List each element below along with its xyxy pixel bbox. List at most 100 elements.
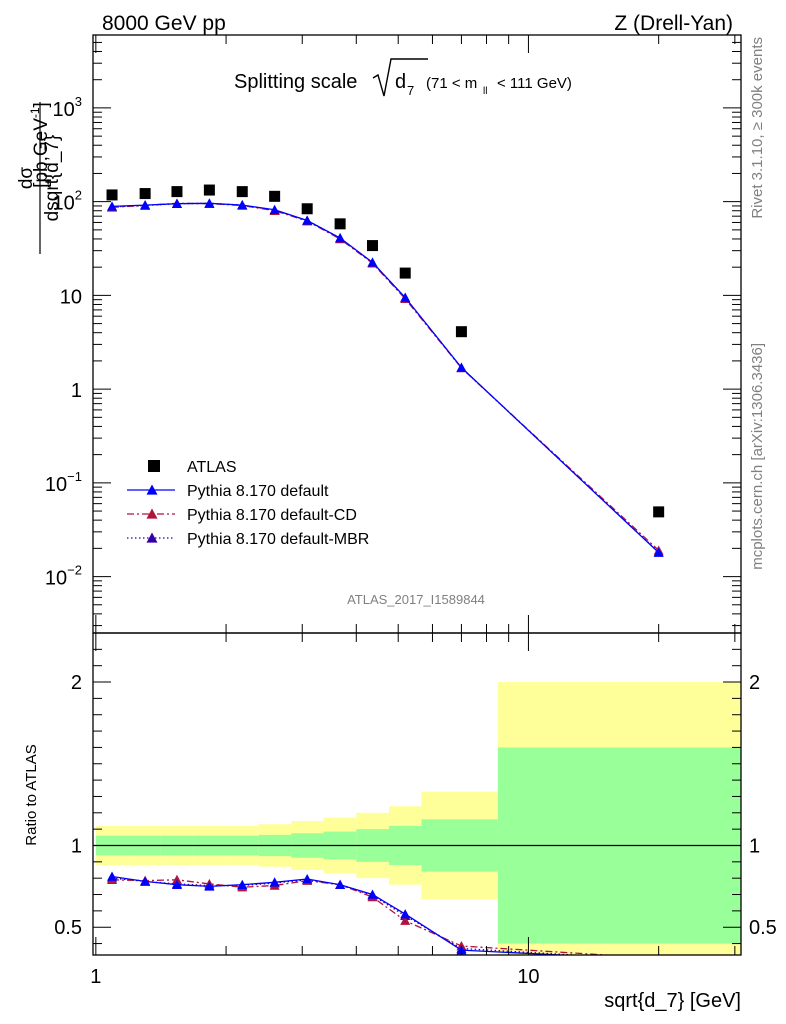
ratio-2-point-9 — [400, 915, 411, 925]
series-1-point-1 — [140, 200, 151, 210]
legend-marker-2 — [146, 508, 158, 519]
series-0-point-7 — [334, 218, 346, 230]
ratio-1-point-0 — [107, 871, 118, 881]
series-1-point-4 — [237, 200, 248, 210]
series-1-point-11 — [653, 547, 664, 557]
series-0-point-3 — [203, 184, 215, 196]
title-range-sub: ll — [483, 86, 487, 97]
main-y-tick-base-4: 10 — [53, 193, 75, 215]
title-range-end: < 111 GeV) — [497, 75, 572, 92]
ratio-line-1 — [111, 875, 574, 955]
main-y-tick-exp-4: 2 — [75, 188, 82, 203]
ratio-frame — [92, 632, 742, 956]
main-y-tick-label-3: 10 — [60, 286, 82, 308]
series-0-point-9 — [399, 267, 411, 279]
ratio-3-point-11 — [658, 954, 659, 955]
title-symbol: d — [395, 71, 406, 93]
plot-title: Splitting scale d 7 (71 < m ll < 111 GeV… — [234, 58, 572, 98]
legend-label-2: Pythia 8.170 default-CD — [187, 507, 357, 524]
ylabel-unit-sup: -1 — [28, 107, 42, 118]
ratio-1-point-1 — [140, 876, 151, 886]
ratio-y-tick-label-right-2: 2 — [749, 672, 760, 694]
ratio-y-tick-label-0: 0.5 — [54, 917, 82, 939]
series-1-point-5 — [269, 204, 280, 214]
series-1-point-9 — [400, 292, 411, 302]
ratio-y-label: Ratio to ATLAS — [23, 744, 40, 845]
title-symbol-sub: 7 — [407, 83, 414, 98]
ratio-1-point-6 — [302, 873, 313, 884]
series-1-point-10 — [456, 362, 467, 372]
analysis-id: ATLAS_2017_I1589844 — [347, 592, 485, 607]
main-y-tick-exp-0: −2 — [67, 563, 82, 578]
legend-label-3: Pythia 8.170 default-MBR — [187, 531, 369, 548]
ratio-panel: 0.5 0.5 1 1 2 2 1 10 — [54, 632, 777, 988]
header-right: Z (Drell-Yan) — [614, 12, 733, 35]
series-0-point-5 — [269, 190, 281, 202]
ratio-1-point-4 — [237, 879, 248, 889]
main-y-tick-label-4: 102 — [53, 188, 82, 215]
series-1-point-2 — [171, 198, 182, 208]
ratio-1-point-9 — [400, 909, 411, 919]
series-1-point-0 — [107, 201, 118, 211]
series-0-point-4 — [236, 186, 248, 198]
title-range: (71 < m — [426, 75, 477, 92]
ratio-y-tick-label-right-1: 1 — [749, 835, 760, 857]
legend: ATLAS Pythia 8.170 default Pythia 8.170 de… — [127, 459, 369, 548]
ratio-y-tick-label-1: 1 — [71, 835, 82, 857]
main-y-tick-label-0: 10−2 — [45, 563, 82, 590]
side-mcplots: mcplots.cern.ch [arXiv:1306.3436] — [749, 343, 766, 570]
ratio-2-point-2 — [171, 874, 182, 885]
main-y-tick-base-1: 10 — [45, 474, 67, 496]
series-0-point-11 — [653, 506, 665, 518]
ylabel-denominator: dsqrt{d_7} — [42, 135, 63, 222]
legend-marker-3 — [146, 532, 158, 543]
series-0-point-10 — [455, 326, 467, 338]
series-0-point-2 — [171, 186, 183, 198]
legend-marker-0 — [148, 460, 160, 472]
series-1-point-3 — [204, 198, 215, 208]
series-1-point-6 — [302, 215, 313, 225]
legend-label-0: ATLAS — [187, 459, 237, 476]
main-y-tick-label-5: 103 — [53, 94, 82, 121]
main-y-tick-label-1: 10−1 — [45, 469, 82, 496]
series-0-point-0 — [106, 189, 118, 201]
y-axis-unit: [pb,GeV-1] — [28, 102, 52, 188]
ratio-1-point-3 — [204, 881, 215, 891]
ratio-y-tick-label-right-0: 0.5 — [749, 917, 777, 939]
main-y-tick-label-2: 1 — [71, 380, 82, 402]
ratio-1-point-7 — [335, 879, 346, 889]
ylabel-unit: [pb,GeV-1] — [28, 102, 52, 188]
side-rivet: Rivet 3.1.10, ≥ 300k events — [749, 37, 766, 219]
y-axis-label: dσ dsqrt{d_7} — [16, 102, 63, 254]
sqrt-symbol — [372, 58, 428, 97]
main-y-tick-base-0: 10 — [45, 568, 67, 590]
x-tick-label-1: 10 — [517, 966, 539, 988]
main-plot-area — [106, 184, 665, 557]
ratio-plot-area — [93, 682, 741, 955]
series-line-2 — [111, 202, 660, 551]
series-0-point-6 — [301, 203, 313, 215]
x-tick-label-0: 1 — [90, 966, 101, 988]
series-1-point-8 — [367, 257, 378, 267]
series-line-1 — [111, 202, 660, 554]
ratio-1-point-11 — [658, 954, 659, 955]
main-y-tick-base-5: 10 — [53, 99, 75, 121]
ratio-axes: 0.5 0.5 1 1 2 2 1 10 — [54, 633, 777, 988]
ratio-1-point-2 — [171, 879, 182, 889]
ratio-line-3 — [111, 877, 586, 955]
x-axis-label: sqrt{d_7} [GeV] — [604, 990, 741, 1012]
ylabel-numerator: dσ — [16, 167, 37, 190]
legend-marker-1 — [146, 484, 158, 495]
main-y-tick-base-2: 1 — [71, 380, 82, 402]
main-y-tick-base-3: 10 — [60, 286, 82, 308]
main-y-tick-exp-5: 3 — [75, 94, 82, 109]
main-y-tick-exp-1: −1 — [67, 469, 82, 484]
title-prefix: Splitting scale — [234, 71, 357, 93]
ratio-1-point-5 — [269, 877, 280, 887]
ratio-y-tick-label-2: 2 — [71, 672, 82, 694]
ylabel-unit-main: [pb,GeV — [31, 118, 52, 188]
header-left: 8000 GeV pp — [102, 12, 226, 35]
